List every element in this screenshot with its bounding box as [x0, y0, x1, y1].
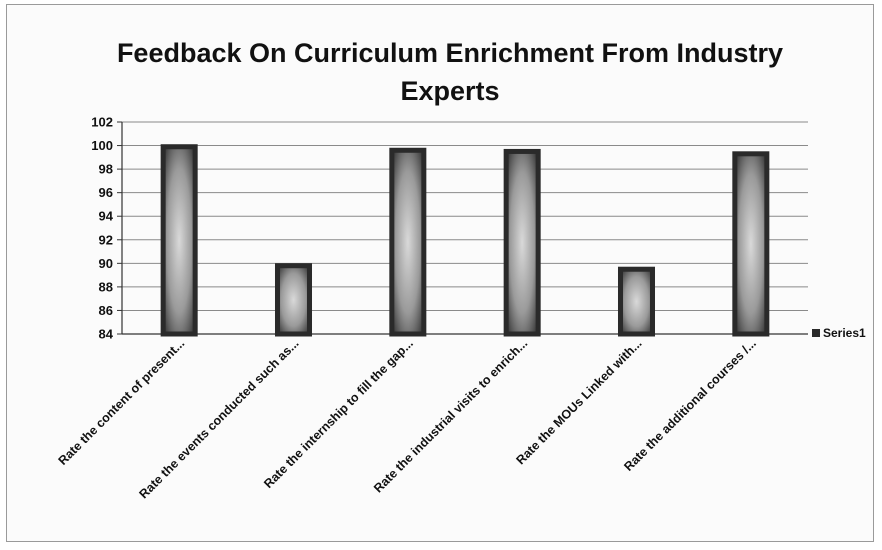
- y-tick-label: 96: [99, 185, 113, 200]
- chart-title: Feedback On Curriculum Enrichment From I…: [116, 38, 784, 106]
- y-tick-label: 90: [99, 256, 113, 271]
- bar: [617, 266, 656, 337]
- y-tick-label: 98: [99, 162, 113, 177]
- y-tick-label: 94: [99, 209, 114, 224]
- bar: [732, 151, 770, 337]
- gridlines: [122, 121, 808, 335]
- bars: [160, 144, 770, 337]
- x-category-label: Rate the additional courses /...: [621, 336, 759, 474]
- x-category-label: Rate the content of present...: [56, 336, 188, 468]
- legend-label: Series1: [823, 326, 866, 340]
- y-tick-label: 100: [91, 138, 113, 153]
- legend: Series1: [812, 326, 866, 340]
- y-tick-label: 84: [99, 327, 114, 342]
- y-tick-label: 88: [99, 279, 113, 294]
- y-axis: 84 86 88 90 92 94 96 98 100 102: [91, 115, 808, 342]
- y-tick-label: 102: [91, 115, 113, 130]
- bar: [503, 148, 541, 337]
- chart-frame: [6, 4, 874, 542]
- y-tick-label: 92: [99, 232, 113, 247]
- bar: [389, 147, 427, 337]
- x-axis-labels: Rate the content of present...Rate the e…: [56, 336, 759, 501]
- bar: [274, 263, 313, 337]
- x-category-label: Rate the MOUs Linked with...: [513, 336, 644, 467]
- legend-swatch: [812, 329, 820, 337]
- bar: [160, 144, 198, 337]
- y-tick-label: 86: [99, 303, 113, 318]
